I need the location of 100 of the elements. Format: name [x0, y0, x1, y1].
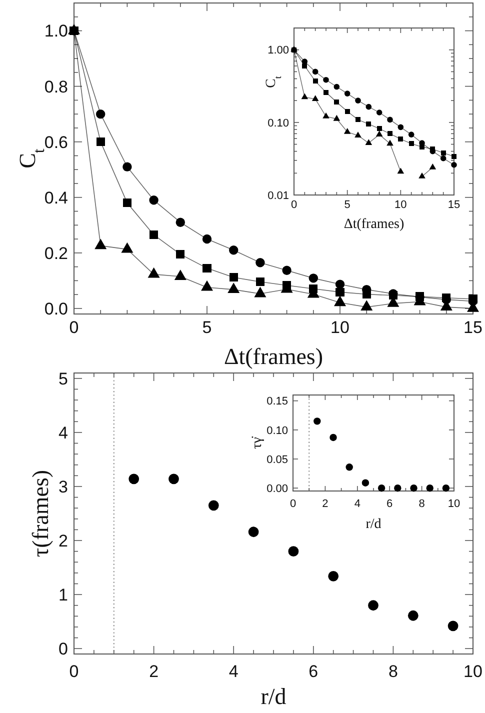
point	[408, 141, 414, 146]
point	[254, 286, 266, 298]
point	[228, 282, 240, 294]
y-tick-label: 3	[58, 477, 68, 496]
x-axis-title: Δt(frames)	[224, 344, 324, 369]
point	[121, 242, 134, 253]
x-tick-label: 8	[388, 662, 398, 681]
point	[408, 610, 418, 621]
y-tick-label: 2	[58, 531, 68, 550]
y-tick-label: 0.6	[44, 132, 68, 152]
y-tick-label: 0.15	[266, 396, 288, 408]
x-axis-title: r/d	[260, 684, 287, 709]
point	[354, 132, 362, 138]
point	[442, 484, 450, 492]
y-tick-label: 1.0	[44, 22, 68, 41]
point	[346, 464, 353, 471]
point	[229, 246, 238, 255]
point	[366, 104, 372, 110]
point	[468, 294, 478, 304]
point	[302, 63, 308, 68]
point	[451, 162, 457, 168]
point	[229, 273, 238, 282]
y-tick-label: 0.2	[44, 244, 68, 263]
y-tick-label: 0.10	[266, 424, 288, 437]
point	[322, 112, 330, 118]
x-axis-title: r/d	[366, 517, 382, 532]
x-tick-label: 4	[354, 498, 360, 510]
y-tick-label: 0.01	[268, 190, 289, 202]
point	[378, 484, 386, 492]
x-tick-label: 15	[464, 318, 482, 337]
point	[256, 258, 265, 268]
y-tick-label: 0.0	[44, 299, 68, 318]
point	[148, 267, 160, 278]
x-tick-label: 6	[308, 662, 318, 681]
point	[201, 280, 213, 291]
point	[440, 150, 446, 156]
point	[122, 162, 132, 172]
x-tick-label: 8	[418, 498, 425, 510]
point	[366, 122, 372, 127]
x-tick-label: 10	[330, 318, 350, 337]
point	[149, 196, 158, 205]
point	[150, 230, 158, 240]
y-tick-label: 4	[58, 423, 68, 442]
x-tick-label: 0	[290, 498, 296, 510]
point	[334, 296, 346, 306]
point	[429, 163, 436, 170]
y-tick-label: 1.00	[268, 44, 289, 57]
y-tick-label: 1	[58, 586, 68, 605]
point	[376, 130, 383, 137]
point	[312, 68, 318, 75]
point	[202, 234, 212, 244]
point	[312, 95, 319, 101]
point	[394, 484, 402, 492]
point	[418, 172, 426, 178]
point	[323, 76, 329, 83]
x-tick-label: 2	[322, 498, 328, 510]
point	[368, 600, 378, 611]
point	[376, 110, 382, 116]
point	[288, 546, 299, 557]
point	[94, 238, 107, 250]
point	[355, 98, 361, 104]
x-axis-title: Δt(frames)	[344, 217, 404, 232]
point	[344, 90, 350, 96]
point	[420, 144, 424, 150]
x-tick-label: 0	[290, 199, 298, 211]
point	[388, 131, 392, 136]
point	[408, 132, 414, 138]
point	[386, 140, 394, 146]
y-tick-label: 0.4	[44, 188, 68, 208]
point	[356, 117, 360, 122]
y-tick-label: 0.8	[44, 77, 68, 96]
point	[344, 108, 350, 114]
point	[344, 128, 351, 134]
point	[334, 100, 340, 105]
point	[452, 154, 456, 159]
point	[122, 198, 132, 208]
point	[314, 418, 321, 425]
point	[376, 126, 382, 132]
point	[128, 474, 140, 484]
point	[398, 124, 404, 130]
point	[312, 78, 318, 84]
point	[333, 114, 340, 121]
point	[256, 277, 264, 286]
y-tick-label: 0	[58, 640, 68, 659]
y-tick-label: 0.00	[266, 482, 288, 495]
point	[360, 300, 373, 311]
y-tick-label: 0.10	[268, 117, 289, 130]
point	[208, 500, 219, 511]
point	[301, 93, 308, 100]
point	[398, 136, 404, 142]
point	[440, 155, 446, 162]
y-axis-title: τγ̇	[250, 436, 265, 449]
x-tick-label: 10	[448, 498, 460, 510]
point	[448, 620, 458, 632]
point	[174, 270, 186, 280]
point	[324, 90, 328, 95]
point	[362, 290, 371, 299]
x-tick-label: 5	[202, 318, 212, 337]
x-tick-label: 15	[448, 199, 460, 211]
x-tick-label: 2	[149, 662, 159, 681]
